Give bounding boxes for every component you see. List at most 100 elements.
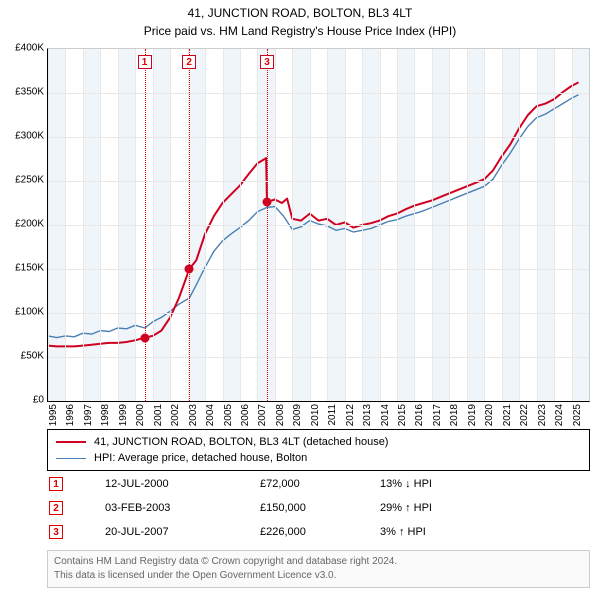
gridline-h	[48, 357, 589, 358]
x-axis-label: 2025	[572, 404, 583, 426]
gridline-v	[519, 49, 520, 401]
title-address: 41, JUNCTION ROAD, BOLTON, BL3 4LT	[0, 6, 600, 20]
gridline-v	[65, 49, 66, 401]
gridline-v	[205, 49, 206, 401]
gridline-v	[362, 49, 363, 401]
x-axis-label: 2013	[362, 404, 373, 426]
x-axis-label: 2018	[449, 404, 460, 426]
x-axis-label: 2017	[432, 404, 443, 426]
legend-label-hpi: HPI: Average price, detached house, Bolt…	[94, 452, 307, 464]
gridline-v	[327, 49, 328, 401]
x-axis-label: 2006	[240, 404, 251, 426]
y-axis-label: £100K	[15, 307, 44, 318]
gridline-v	[100, 49, 101, 401]
y-axis-label: £250K	[15, 175, 44, 186]
transaction-marker: 1	[138, 55, 152, 69]
legend-label-subject: 41, JUNCTION ROAD, BOLTON, BL3 4LT (deta…	[94, 436, 388, 448]
tx-date: 03-FEB-2003	[63, 502, 260, 514]
x-axis-label: 2023	[537, 404, 548, 426]
gridline-h	[48, 93, 589, 94]
credits-line1: Contains HM Land Registry data © Crown c…	[54, 555, 583, 569]
tx-delta: 29% ↑ HPI	[380, 502, 500, 514]
transaction-row: 112-JUL-2000£72,00013% ↓ HPI	[47, 472, 590, 496]
gridline-v	[397, 49, 398, 401]
y-axis-label: £150K	[15, 263, 44, 274]
x-axis-label: 1997	[83, 404, 94, 426]
x-axis-label: 2002	[170, 404, 181, 426]
x-axis-label: 2000	[135, 404, 146, 426]
x-axis-label: 2003	[188, 404, 199, 426]
plot-area: 123	[47, 48, 590, 402]
transaction-dot	[185, 265, 194, 274]
transaction-marker: 3	[260, 55, 274, 69]
legend-swatch-hpi	[56, 458, 86, 459]
transaction-dot	[263, 198, 272, 207]
y-axis-label: £400K	[15, 43, 44, 54]
tx-index-box: 1	[49, 477, 63, 491]
gridline-v	[414, 49, 415, 401]
x-axis-label: 1996	[65, 404, 76, 426]
legend-item-hpi: HPI: Average price, detached house, Bolt…	[56, 450, 581, 466]
tx-price: £226,000	[260, 526, 380, 538]
y-axis-label: £300K	[15, 131, 44, 142]
x-axis-label: 2011	[327, 404, 338, 426]
transaction-line	[189, 49, 190, 401]
x-axis-label: 2020	[484, 404, 495, 426]
x-axis-label: 2021	[502, 404, 513, 426]
transaction-line	[267, 49, 268, 401]
y-axis-label: £0	[33, 395, 44, 406]
gridline-h	[48, 181, 589, 182]
x-axis-label: 2019	[467, 404, 478, 426]
tx-delta: 13% ↓ HPI	[380, 478, 500, 490]
gridline-v	[449, 49, 450, 401]
x-axis-label: 2001	[153, 404, 164, 426]
gridline-v	[537, 49, 538, 401]
gridline-v	[310, 49, 311, 401]
transaction-dot	[140, 333, 149, 342]
gridline-h	[48, 137, 589, 138]
gridline-v	[554, 49, 555, 401]
transaction-row: 203-FEB-2003£150,00029% ↑ HPI	[47, 496, 590, 520]
series-subject-line	[48, 82, 579, 346]
gridline-v	[170, 49, 171, 401]
x-axis-label: 2015	[397, 404, 408, 426]
tx-index-box: 3	[49, 525, 63, 539]
x-axis-label: 1998	[100, 404, 111, 426]
x-axis-label: 2009	[292, 404, 303, 426]
x-axis-label: 2016	[414, 404, 425, 426]
gridline-v	[275, 49, 276, 401]
gridline-v	[48, 49, 49, 401]
title-subtitle: Price paid vs. HM Land Registry's House …	[0, 24, 600, 38]
tx-delta: 3% ↑ HPI	[380, 526, 500, 538]
tx-date: 12-JUL-2000	[63, 478, 260, 490]
gridline-v	[83, 49, 84, 401]
x-axis-label: 2024	[554, 404, 565, 426]
x-axis-label: 2005	[223, 404, 234, 426]
gridline-v	[153, 49, 154, 401]
gridline-v	[135, 49, 136, 401]
x-axis-label: 2007	[257, 404, 268, 426]
gridline-v	[502, 49, 503, 401]
gridline-v	[572, 49, 573, 401]
gridline-h	[48, 269, 589, 270]
x-axis-label: 2014	[380, 404, 391, 426]
x-axis-label: 1999	[118, 404, 129, 426]
chart-container: 41, JUNCTION ROAD, BOLTON, BL3 4LT Price…	[0, 0, 600, 590]
gridline-v	[467, 49, 468, 401]
transaction-line	[145, 49, 146, 401]
legend-item-subject: 41, JUNCTION ROAD, BOLTON, BL3 4LT (deta…	[56, 434, 581, 450]
gridline-v	[292, 49, 293, 401]
gridline-h	[48, 225, 589, 226]
gridline-v	[257, 49, 258, 401]
gridline-v	[380, 49, 381, 401]
y-axis-label: £50K	[21, 351, 44, 362]
tx-price: £72,000	[260, 478, 380, 490]
credits-box: Contains HM Land Registry data © Crown c…	[47, 550, 590, 588]
gridline-v	[432, 49, 433, 401]
transaction-table: 112-JUL-2000£72,00013% ↓ HPI203-FEB-2003…	[47, 472, 590, 544]
legend: 41, JUNCTION ROAD, BOLTON, BL3 4LT (deta…	[47, 429, 590, 471]
gridline-v	[240, 49, 241, 401]
credits-line2: This data is licensed under the Open Gov…	[54, 569, 583, 583]
tx-price: £150,000	[260, 502, 380, 514]
x-axis-label: 1995	[48, 404, 59, 426]
